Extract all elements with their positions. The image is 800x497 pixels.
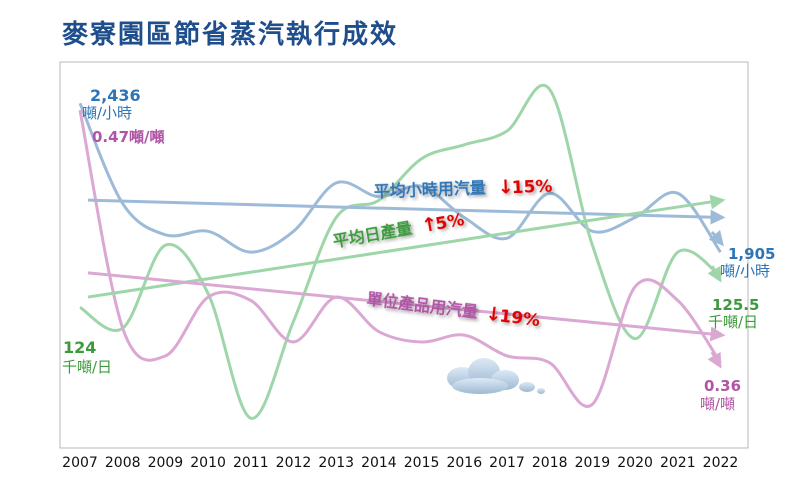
trend-line-steam-per-hour xyxy=(87,198,726,225)
trend-label-daily-output-text: 平均日產量 xyxy=(331,218,413,251)
trend-label-steam-per-hour: 平均小時用汽量 ↓ 15% xyxy=(373,176,552,201)
x-tick-label: 2020 xyxy=(617,455,653,471)
series-steam-per-product-line xyxy=(78,109,722,408)
series-steam-per-hour-line xyxy=(78,102,722,254)
blue-end-pointer xyxy=(708,229,724,247)
purple-end-pointer xyxy=(707,351,722,369)
trend-line-steam-per-product xyxy=(87,271,726,342)
green-end-unit: 千噸/日 xyxy=(708,313,758,331)
down-arrow-icon: ↓ xyxy=(497,176,514,199)
plot-frame xyxy=(59,61,749,449)
blue-start-value: 2,436 xyxy=(90,86,141,105)
x-axis-tick-labels: 2007 2008 2009 2010 2011 2012 2013 2014 2015 2016… xyxy=(62,455,738,471)
purple-end-unit: 噸/噸 xyxy=(700,395,735,413)
blue-end-value: 1,905 xyxy=(728,245,775,263)
cloud-icon xyxy=(447,358,545,394)
trend-label-daily-output: 平均日產量 ↑ 5% xyxy=(331,210,466,251)
down-arrow-icon: ↓ xyxy=(484,303,502,327)
series-daily-output-line xyxy=(79,84,722,420)
up-arrow-icon: ↑ xyxy=(420,213,440,237)
x-tick-label: 2016 xyxy=(446,455,482,471)
x-tick-label: 2008 xyxy=(105,455,141,471)
x-tick-label: 2007 xyxy=(62,455,98,471)
x-tick-label: 2012 xyxy=(276,455,312,471)
blue-start-unit: 噸/小時 xyxy=(82,104,132,122)
green-start-value: 124 xyxy=(63,338,96,357)
purple-start-text: 0.47噸/噸 xyxy=(92,128,165,146)
trend-label-steam-per-product-text: 單位產品用汽量 xyxy=(366,289,479,322)
trend-label-steam-per-product: 單位產品用汽量 ↓ 19% xyxy=(366,289,542,331)
x-tick-label: 2010 xyxy=(190,455,226,471)
x-tick-label: 2017 xyxy=(489,455,525,471)
purple-end-value: 0.36 xyxy=(704,377,741,395)
x-tick-label: 2015 xyxy=(404,455,440,471)
x-tick-label: 2009 xyxy=(148,455,184,471)
trend-line-daily-output xyxy=(87,194,726,299)
x-tick-label: 2018 xyxy=(532,455,568,471)
x-tick-label: 2019 xyxy=(575,455,611,471)
green-start-unit: 千噸/日 xyxy=(62,358,112,376)
trend-pct-steam-per-product: 19% xyxy=(498,306,541,331)
green-end-pointer xyxy=(707,265,722,283)
x-tick-label: 2014 xyxy=(361,455,397,471)
blue-end-unit: 噸/小時 xyxy=(720,262,770,280)
trend-pct-steam-per-hour: 15% xyxy=(511,177,552,198)
x-tick-label: 2022 xyxy=(703,455,739,471)
page-title: 麥寮園區節省蒸汽執行成效 xyxy=(62,20,399,50)
trend-label-steam-per-hour-text: 平均小時用汽量 xyxy=(373,178,486,201)
x-tick-label: 2013 xyxy=(318,455,354,471)
x-tick-label: 2011 xyxy=(233,455,269,471)
green-end-value: 125.5 xyxy=(712,296,759,314)
trend-pct-daily-output: 5% xyxy=(434,210,466,235)
x-tick-label: 2021 xyxy=(660,455,696,471)
